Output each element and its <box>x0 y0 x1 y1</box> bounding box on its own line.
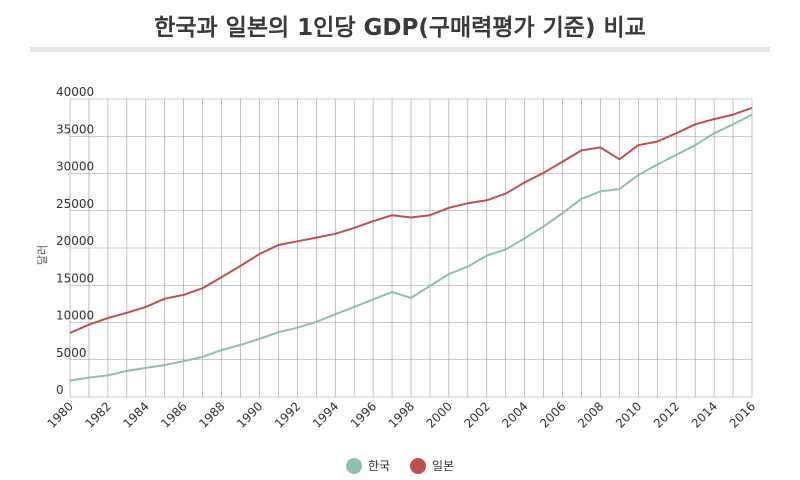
legend: 한국 일본 <box>0 457 800 477</box>
x-tick-label: 1980 <box>45 399 76 430</box>
y-axis-labels: 0 5000 10000 15000 20000 25000 30000 35000 40000 <box>56 85 94 397</box>
x-tick-label: 2006 <box>537 399 568 430</box>
legend-label: 일본 <box>432 459 455 473</box>
y-tick-label: 40000 <box>56 85 94 99</box>
y-tick-label: 5000 <box>56 346 87 360</box>
x-tick-label: 2002 <box>461 399 492 430</box>
y-tick-label: 35000 <box>56 122 94 136</box>
grid <box>69 98 753 398</box>
y-tick-label: 0 <box>56 383 64 397</box>
y-tick-label: 20000 <box>56 234 94 248</box>
x-tick-label: 1996 <box>348 399 379 430</box>
x-tick-label: 2014 <box>689 399 720 430</box>
series-line-0 <box>69 113 753 382</box>
legend-swatch <box>410 457 426 474</box>
legend-item-1[interactable]: 일본 <box>410 457 454 474</box>
x-tick-label: 1992 <box>272 399 303 430</box>
legend-swatch <box>345 457 362 474</box>
x-tick-label: 1994 <box>310 399 341 430</box>
x-tick-label: 2016 <box>727 399 758 430</box>
y-tick-label: 25000 <box>56 197 94 211</box>
x-tick-label: 2012 <box>651 399 682 430</box>
x-tick-label: 1984 <box>120 399 151 430</box>
x-tick-label: 2008 <box>575 399 606 430</box>
y-tick-label: 30000 <box>56 160 94 174</box>
title-divider <box>30 47 770 52</box>
x-tick-label: 1986 <box>158 399 189 430</box>
x-tick-label: 2000 <box>424 399 455 430</box>
y-tick-label: 10000 <box>56 309 94 323</box>
x-tick-label: 2010 <box>613 399 644 430</box>
series-lines <box>69 106 753 382</box>
y-axis-title: 달러 <box>36 245 49 265</box>
legend-item-0[interactable]: 한국 <box>345 457 390 474</box>
chart-title: 한국과 일본의 1인당 GDP(구매력평가 기준) 비교 <box>154 15 646 41</box>
x-axis-labels: 1980 1982 1984 1986 1988 1990 1992 1994 1996 1998… <box>45 399 758 430</box>
x-tick-label: 2004 <box>499 399 530 430</box>
series-line-1 <box>69 106 753 334</box>
x-tick-label: 1988 <box>196 399 227 430</box>
legend-label: 한국 <box>367 459 390 473</box>
y-tick-label: 15000 <box>56 271 94 285</box>
x-tick-label: 1998 <box>386 399 417 430</box>
x-tick-label: 1982 <box>83 399 114 430</box>
x-tick-label: 1990 <box>234 399 265 430</box>
